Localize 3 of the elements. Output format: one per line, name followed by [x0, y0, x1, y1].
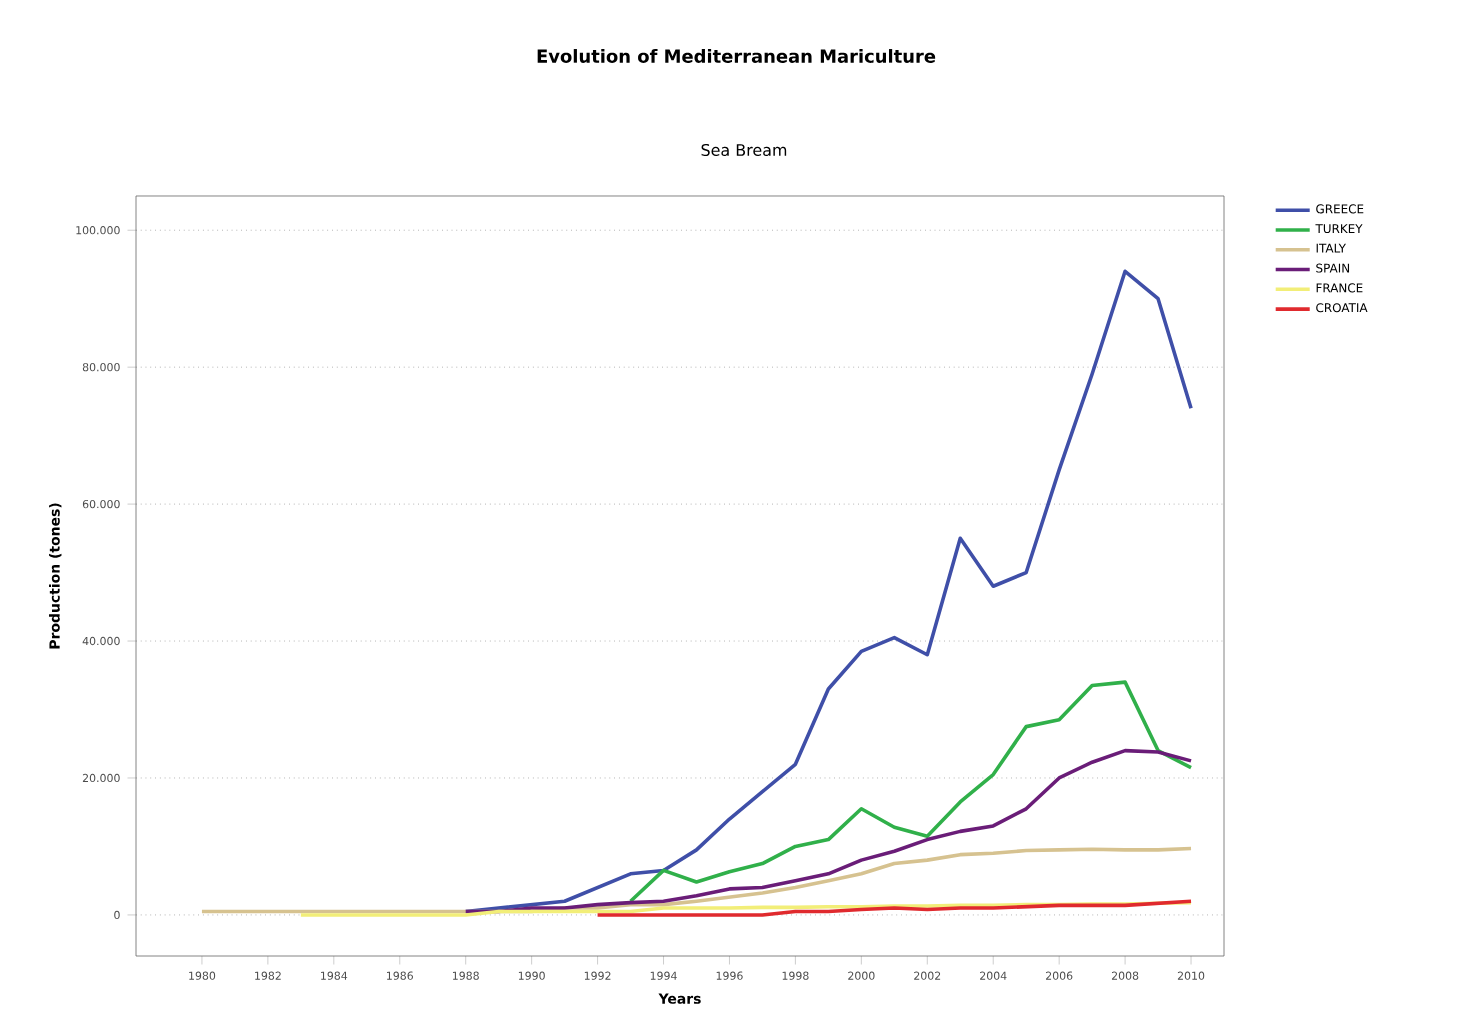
line-series [628, 680, 1193, 904]
line-series [463, 748, 1193, 914]
chart-title: Evolution of Mediterranean Mariculture [537, 49, 936, 63]
